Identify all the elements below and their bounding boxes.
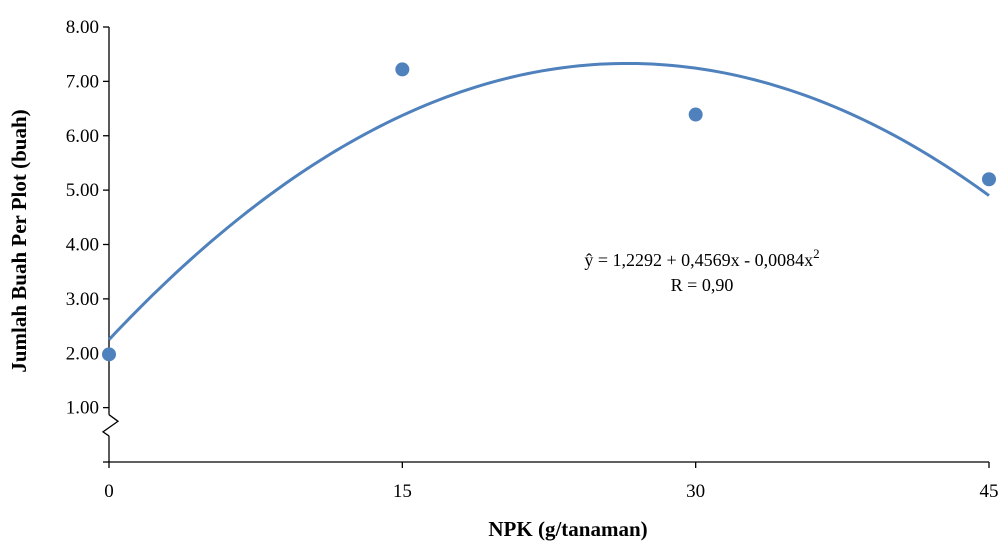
trendline-layer: [107, 61, 990, 341]
y-tick-label: 5.00: [66, 180, 99, 201]
y-tick-label: 7.00: [66, 71, 99, 92]
y-tick-label: 3.00: [66, 289, 99, 310]
equation-superscript: 2: [813, 246, 820, 261]
y-axis-break-marker: [101, 414, 120, 437]
y-tick-label: 6.00: [66, 126, 99, 147]
equation-main: ŷ = 1,2292 + 0,4569x - 0,0084x: [584, 250, 813, 270]
x-axis-title: NPK (g/tanaman): [488, 517, 647, 541]
data-point: [688, 107, 703, 122]
y-tick-label: 8.00: [66, 17, 99, 38]
data-point: [102, 347, 116, 362]
y-axis-title: Jumlah Buah Per Plot (buah): [7, 109, 31, 372]
y-tick-label: 4.00: [66, 235, 99, 256]
x-tick-label: 15: [393, 481, 412, 502]
tick-labels: 1.00 2.00 3.00 4.00 5.00 6.00 7.00 8.00 0 15 30 45: [66, 17, 999, 502]
x-tick-label: 30: [686, 481, 705, 502]
regression-equation: ŷ = 1,2292 + 0,4569x - 0,0084x2: [584, 246, 819, 270]
x-tick-label: 0: [104, 481, 114, 502]
y-tick-label: 1.00: [66, 398, 99, 419]
y-tick-label: 2.00: [66, 343, 99, 364]
axes: [101, 26, 990, 468]
trendline: [107, 61, 990, 341]
data-point: [982, 172, 996, 187]
correlation-r: R = 0,90: [671, 275, 734, 295]
x-tick-label: 45: [980, 481, 999, 502]
data-point: [395, 62, 410, 77]
data-points: [102, 62, 996, 362]
